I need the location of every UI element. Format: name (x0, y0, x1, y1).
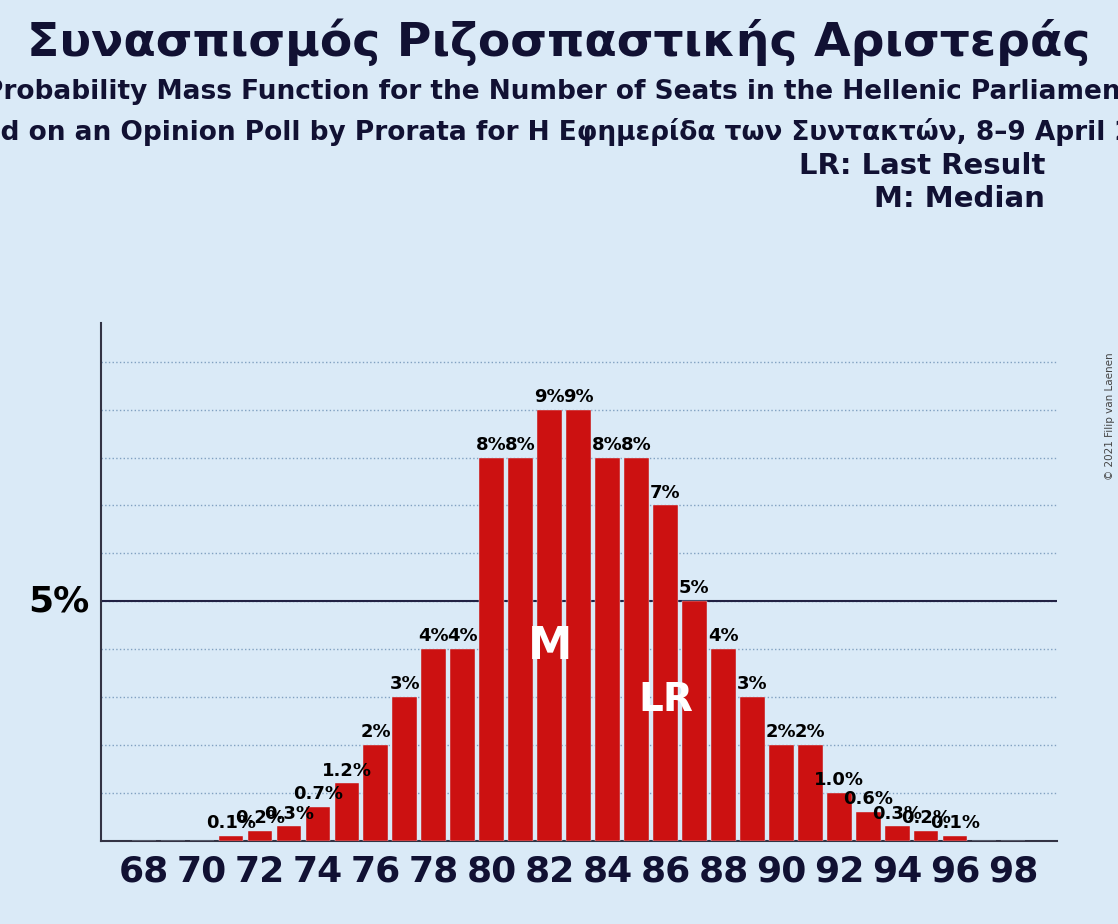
Bar (305, 808, 330, 841)
Bar (566, 409, 591, 841)
Bar (711, 650, 736, 841)
Text: 5%: 5% (679, 579, 710, 598)
Bar (363, 745, 388, 841)
Text: Based on an Opinion Poll by Prorata for Η Εφημερίδα των Συντακτών, 8–9 April 202: Based on an Opinion Poll by Prorata for … (0, 118, 1118, 146)
Text: 0.6%: 0.6% (843, 790, 893, 808)
Bar (219, 836, 244, 841)
Text: 8%: 8% (593, 436, 623, 454)
Text: 0.2%: 0.2% (901, 809, 951, 827)
Text: 2%: 2% (360, 723, 391, 741)
Text: 4%: 4% (447, 627, 479, 645)
Text: 8%: 8% (476, 436, 508, 454)
Bar (276, 826, 301, 841)
Bar (884, 826, 910, 841)
Text: 5%: 5% (28, 584, 89, 618)
Text: M: M (528, 626, 571, 668)
Bar (682, 602, 707, 841)
Text: 1.0%: 1.0% (814, 772, 864, 789)
Text: © 2021 Filip van Laenen: © 2021 Filip van Laenen (1106, 352, 1115, 480)
Text: 0.7%: 0.7% (293, 785, 343, 804)
Text: 4%: 4% (708, 627, 739, 645)
Text: 0.1%: 0.1% (206, 814, 256, 833)
Bar (653, 505, 678, 841)
Bar (421, 650, 446, 841)
Text: 0.3%: 0.3% (872, 805, 922, 822)
Bar (538, 409, 562, 841)
Bar (913, 832, 938, 841)
Bar (247, 832, 273, 841)
Text: 9%: 9% (563, 388, 594, 406)
Bar (827, 793, 852, 841)
Bar (392, 697, 417, 841)
Text: 3%: 3% (737, 675, 768, 693)
Text: 8%: 8% (505, 436, 536, 454)
Bar (509, 457, 533, 841)
Bar (624, 457, 648, 841)
Bar (334, 784, 359, 841)
Bar (451, 650, 475, 841)
Text: Συνασπισμός Ριζοσπαστικής Αριστεράς: Συνασπισμός Ριζοσπαστικής Αριστεράς (27, 18, 1091, 66)
Bar (480, 457, 504, 841)
Text: LR: Last Result: LR: Last Result (799, 152, 1045, 180)
Text: M: Median: M: Median (874, 185, 1045, 213)
Text: 8%: 8% (622, 436, 652, 454)
Text: LR: LR (638, 681, 693, 719)
Bar (798, 745, 823, 841)
Text: 7%: 7% (651, 483, 681, 502)
Bar (856, 812, 881, 841)
Text: 9%: 9% (534, 388, 565, 406)
Bar (942, 836, 967, 841)
Bar (769, 745, 794, 841)
Text: 2%: 2% (766, 723, 797, 741)
Text: Probability Mass Function for the Number of Seats in the Hellenic Parliament: Probability Mass Function for the Number… (0, 79, 1118, 104)
Text: 0.1%: 0.1% (930, 814, 980, 833)
Text: 4%: 4% (418, 627, 449, 645)
Text: 0.2%: 0.2% (235, 809, 285, 827)
Text: 2%: 2% (795, 723, 825, 741)
Bar (595, 457, 619, 841)
Text: 0.3%: 0.3% (264, 805, 314, 822)
Bar (740, 697, 765, 841)
Text: 1.2%: 1.2% (322, 761, 372, 780)
Text: 3%: 3% (389, 675, 420, 693)
